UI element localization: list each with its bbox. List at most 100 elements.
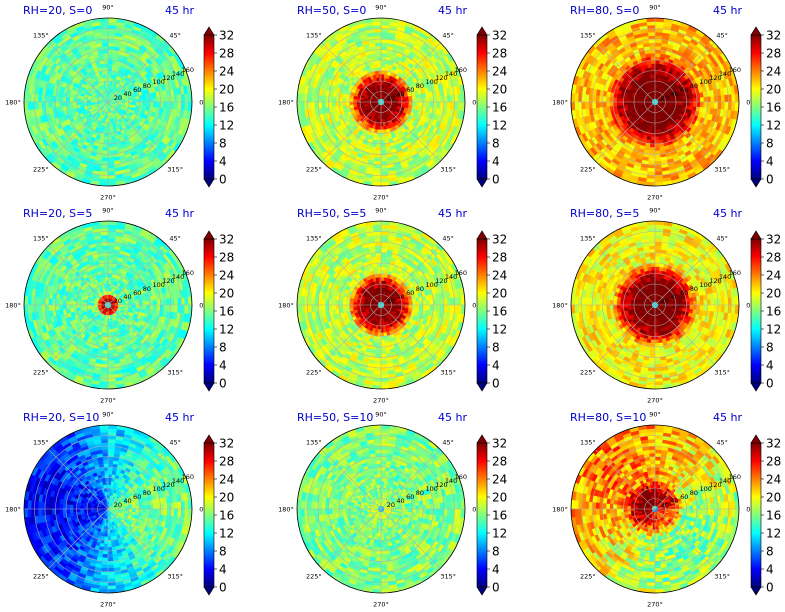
colorbar-tick-label: 28 — [492, 47, 507, 61]
heatmap-cell — [649, 146, 656, 152]
heatmap-cell — [104, 329, 109, 334]
colorbar-tick-label: 28 — [766, 47, 781, 61]
heatmap-cell — [128, 101, 133, 105]
heatmap-cell — [633, 99, 638, 103]
heatmap-cell — [107, 59, 113, 65]
heatmap-cell — [380, 31, 389, 37]
colorbar-tick-label: 4 — [219, 155, 227, 169]
heatmap-cell — [376, 59, 382, 65]
heatmap-cell — [101, 160, 109, 166]
heatmap-cell — [418, 97, 424, 103]
radial-tick-label: 140 — [445, 70, 457, 78]
heatmap-cell — [380, 146, 387, 152]
angle-tick-label: 225° — [580, 166, 596, 174]
angle-tick-label: 180° — [5, 99, 21, 107]
colorbar-tick-label: 12 — [492, 119, 507, 133]
heatmap-cell — [380, 52, 387, 58]
heatmap-cell — [163, 95, 168, 103]
colorbar-tick-label: 8 — [492, 137, 500, 151]
polar-frame — [23, 17, 193, 187]
colorbar-extend-min — [750, 178, 762, 188]
heatmap-cell — [101, 157, 109, 162]
radial-tick-label: 40 — [123, 90, 131, 98]
heatmap-cell — [48, 101, 53, 109]
heatmap-cell — [166, 101, 172, 109]
heatmap-cell — [83, 302, 88, 306]
heatmap-cell — [654, 63, 660, 68]
heatmap-cell — [380, 38, 388, 44]
heatmap-cell — [408, 101, 413, 106]
radial-tick-label: 40 — [670, 90, 678, 98]
heatmap-cell — [647, 167, 656, 173]
heatmap-cell — [377, 126, 382, 131]
colorbar-tick-label: 12 — [219, 119, 234, 133]
heatmap-cell — [44, 95, 50, 103]
radial-tick-label: 160 — [729, 66, 741, 74]
heatmap-cell — [331, 101, 337, 108]
heatmap-cell — [398, 101, 403, 105]
heatmap-cell — [107, 276, 112, 281]
heatmap-cell — [605, 101, 611, 108]
heatmap-cell — [584, 101, 590, 110]
radial-tick-label: 60 — [406, 86, 414, 94]
heatmap-cell — [654, 150, 661, 155]
colorbar-tick-label: 0 — [492, 173, 500, 187]
heatmap-cell — [654, 59, 660, 65]
heatmap-cell — [378, 119, 382, 124]
heatmap-cell — [328, 101, 333, 108]
colorbar-tick-label: 32 — [492, 29, 507, 43]
heatmap-cell — [100, 167, 109, 173]
heatmap-cell — [378, 122, 382, 127]
heatmap-cell — [145, 97, 151, 103]
heatmap-cell — [345, 98, 351, 103]
heatmap-cell — [418, 101, 424, 107]
heatmap-cell — [648, 157, 656, 162]
colorbar-extend-min — [203, 178, 215, 188]
heatmap-cell — [651, 126, 656, 131]
heatmap-cell — [602, 96, 607, 103]
heatmap-cell — [62, 101, 67, 108]
heatmap-cell — [359, 99, 364, 103]
heatmap-cell — [651, 129, 656, 134]
heatmap-cell — [107, 157, 115, 162]
heatmap-cell — [710, 95, 715, 103]
radial-tick-label: 40 — [396, 90, 404, 98]
heatmap-cell — [595, 101, 600, 109]
heatmap-cell — [125, 101, 130, 105]
angle-tick-label: 0° — [472, 99, 479, 107]
radial-tick-label: 20 — [387, 94, 395, 102]
heatmap-cell — [616, 97, 621, 103]
heatmap-cell — [380, 42, 388, 47]
heatmap-cell — [107, 283, 111, 288]
heatmap-cell — [648, 38, 656, 44]
radial-tick-label: 80 — [690, 82, 698, 90]
heatmap-cell — [328, 96, 333, 103]
heatmap-cell — [609, 101, 614, 108]
colorbar-tick-label: 24 — [766, 65, 781, 79]
heatmap-cell — [654, 160, 662, 166]
heatmap-cell — [380, 59, 386, 65]
heatmap-cell — [619, 98, 625, 103]
heatmap-cell — [86, 99, 91, 103]
heatmap-cell — [376, 136, 382, 141]
colorbar-gradient — [203, 34, 215, 180]
heatmap-cell — [652, 119, 656, 124]
heatmap-cell — [163, 101, 168, 109]
heatmap-cell — [595, 95, 600, 103]
heatmap-cell — [405, 101, 410, 106]
angle-tick-label: 45° — [169, 31, 181, 39]
heatmap-cell — [107, 49, 114, 54]
angular-gridline — [321, 42, 382, 103]
heatmap-cell — [380, 150, 387, 155]
heatmap-cell — [380, 157, 388, 162]
heatmap-cell — [654, 66, 659, 72]
heatmap-cell — [132, 101, 137, 106]
heatmap-cell — [713, 101, 719, 109]
heatmap-cell — [55, 101, 60, 108]
heatmap-cell — [107, 77, 111, 82]
heatmap-cell — [107, 146, 114, 152]
